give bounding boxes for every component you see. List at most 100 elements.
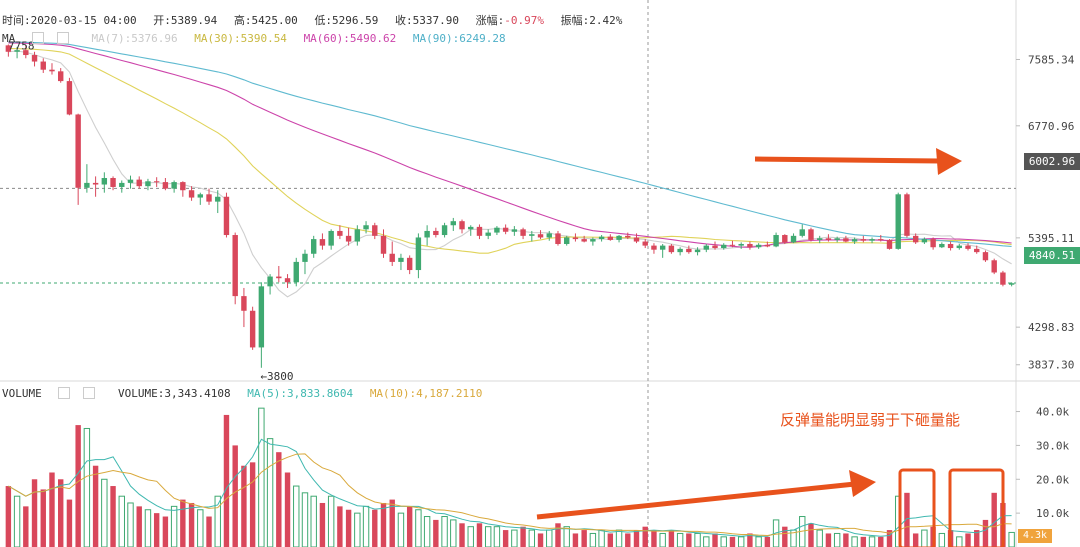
candle-body bbox=[886, 239, 893, 249]
ohlc-info-bar: 时间:2020-03-15 04:00 开:5389.94 高:5425.00 … bbox=[2, 12, 632, 28]
volume-bar bbox=[729, 536, 736, 547]
volume-bar bbox=[974, 530, 980, 547]
price-tick-label: 7585.34 bbox=[1028, 53, 1075, 66]
volume-bar bbox=[40, 489, 46, 547]
candle-body bbox=[58, 71, 64, 82]
volume-bar bbox=[223, 414, 230, 547]
volume-bar bbox=[258, 407, 265, 547]
volume-tick-label: 20.0k bbox=[1036, 473, 1069, 486]
volume-bar bbox=[598, 529, 605, 547]
candle-body bbox=[921, 239, 928, 243]
candle-body bbox=[40, 61, 46, 70]
volume-bar bbox=[965, 533, 971, 547]
volume-bar bbox=[162, 516, 169, 547]
volume-highlight-box-2 bbox=[948, 468, 1005, 547]
volume-bar bbox=[502, 530, 509, 547]
time-label: 时间:2020-03-15 04:00 bbox=[2, 14, 137, 27]
volume-legend-title: VOLUME bbox=[2, 387, 42, 400]
volume-bar bbox=[912, 533, 919, 547]
candle-body bbox=[502, 227, 509, 232]
candle-body bbox=[991, 260, 997, 273]
volume-bar bbox=[415, 509, 422, 547]
volume-bar bbox=[843, 533, 849, 547]
candle-body bbox=[677, 248, 683, 253]
volume-legend-controls[interactable] bbox=[58, 387, 105, 399]
candle-body bbox=[223, 196, 230, 236]
ma-legend-controls[interactable] bbox=[31, 32, 79, 44]
volume-bar bbox=[13, 495, 21, 547]
candle-body bbox=[904, 194, 910, 236]
volume-bar bbox=[938, 532, 946, 547]
candle-body bbox=[311, 239, 317, 254]
candle-body bbox=[1000, 272, 1006, 285]
volume-bar bbox=[144, 509, 152, 547]
candle-body bbox=[276, 276, 282, 279]
volume-bar bbox=[58, 479, 64, 547]
candle-body bbox=[825, 238, 832, 240]
candle-body bbox=[232, 235, 238, 297]
volume-bar bbox=[851, 536, 858, 547]
volume-bar bbox=[310, 495, 317, 547]
candle-body bbox=[66, 81, 73, 115]
candle-body bbox=[843, 238, 849, 242]
candle-body bbox=[337, 230, 343, 236]
volume-bar bbox=[1008, 531, 1015, 547]
volume-bar bbox=[337, 506, 343, 547]
candle-body bbox=[572, 237, 579, 240]
high-price-label: 7758 bbox=[8, 39, 35, 52]
candle-body bbox=[511, 229, 518, 232]
low-label: 低:5296.59 bbox=[314, 14, 379, 27]
candle-body bbox=[625, 235, 631, 238]
candle-body bbox=[441, 225, 448, 236]
candle-body bbox=[171, 182, 177, 189]
volume-bar bbox=[118, 495, 125, 547]
volume-bar bbox=[886, 530, 893, 547]
volume-bar bbox=[833, 532, 841, 547]
amplitude-label: 振幅:2.42% bbox=[560, 14, 623, 27]
volume-bar bbox=[101, 478, 108, 547]
candle-body bbox=[476, 226, 483, 236]
volume-bar bbox=[537, 533, 544, 547]
candle-body bbox=[450, 221, 456, 226]
candle-body bbox=[694, 249, 701, 253]
candle-body bbox=[598, 236, 605, 240]
candle-body bbox=[869, 239, 875, 241]
candle-body bbox=[686, 248, 692, 253]
volume-bar bbox=[397, 512, 405, 547]
candle-body bbox=[607, 236, 614, 240]
volume-bar bbox=[808, 523, 814, 547]
volume-highlight-box-1 bbox=[898, 468, 936, 547]
candle-body bbox=[258, 286, 265, 348]
volume-ma5-value: MA(5):3,833.8604 bbox=[247, 387, 354, 400]
candle-body bbox=[433, 230, 439, 236]
volume-tick-label: 40.0k bbox=[1036, 406, 1069, 419]
volume-bar bbox=[651, 530, 657, 547]
ma7-line bbox=[8, 50, 1012, 298]
volume-bar bbox=[66, 499, 73, 547]
candle-body bbox=[947, 243, 954, 249]
volume-bar bbox=[232, 445, 238, 547]
volume-bar bbox=[904, 492, 910, 547]
candle-body bbox=[162, 182, 169, 189]
candle-body bbox=[302, 253, 308, 262]
volume-bar bbox=[75, 425, 81, 547]
volume-bar bbox=[921, 529, 928, 547]
ma60-value: MA(60):5490.62 bbox=[303, 32, 397, 45]
volume-bar bbox=[991, 492, 997, 547]
candle-body bbox=[912, 235, 919, 243]
volume-bar bbox=[354, 512, 361, 547]
volume-bar bbox=[31, 479, 38, 547]
volume-bar bbox=[737, 536, 745, 547]
candle-body bbox=[197, 194, 203, 198]
candle-body bbox=[878, 239, 884, 241]
volume-bar bbox=[441, 516, 448, 547]
candle-body bbox=[651, 245, 657, 250]
candle-body bbox=[345, 235, 352, 242]
candle-body bbox=[319, 239, 326, 246]
volume-bar bbox=[816, 529, 823, 547]
ma-legend-title: MA bbox=[2, 32, 16, 45]
candle-body bbox=[1008, 283, 1015, 285]
candle-body bbox=[633, 237, 640, 242]
volume-bar bbox=[92, 465, 99, 547]
volume-value: VOLUME:3,343.4108 bbox=[118, 387, 231, 400]
